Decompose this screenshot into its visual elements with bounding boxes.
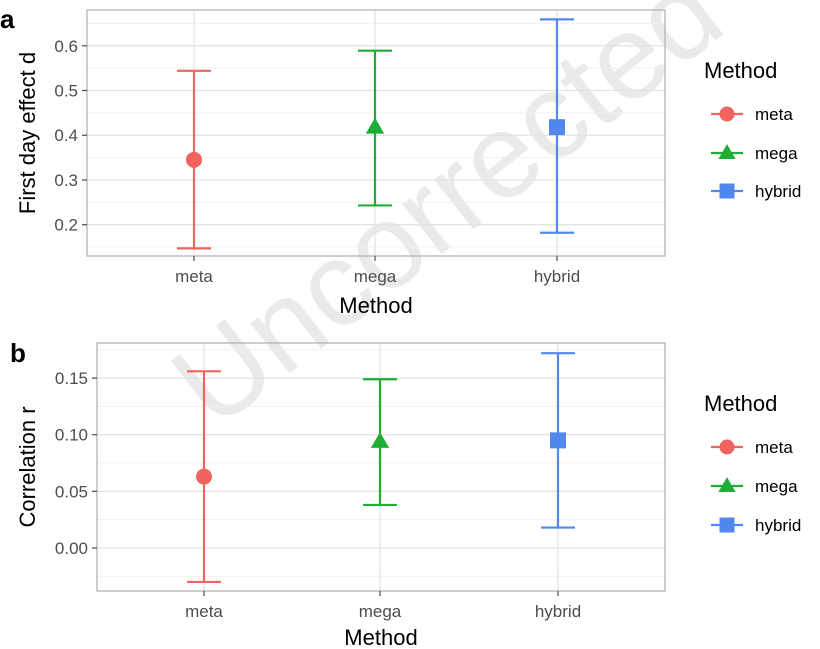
legend-label-meta: meta [755,105,793,124]
x-tick-label: mega [354,267,397,286]
legend-label-hybrid: hybrid [755,182,801,201]
legend-marker-hybrid [719,183,735,199]
legend-label-mega: mega [755,144,798,163]
y-tick-label: 0.5 [54,82,78,101]
point-meta [186,151,202,168]
y-tick-label: 0.3 [54,171,78,190]
legend-label-mega: mega [755,477,798,496]
legend-title: Method [704,391,777,416]
x-tick-label: meta [185,602,223,621]
point-meta [196,468,212,485]
legend-marker-mega [718,144,736,159]
y-tick-label: 0.10 [55,426,88,445]
panel-border [86,9,666,257]
legend-marker-meta [719,439,735,455]
legend-label-meta: meta [755,438,793,457]
point-hybrid [550,432,566,449]
y-tick-label: 0.00 [55,539,88,558]
legend-marker-meta [719,106,735,122]
y-tick-label: 0.6 [54,37,78,56]
panel-b: 0.00 0.05 0.10 0.15 meta mega hybrid Method Corr… [10,338,801,649]
x-axis-title: Method [339,293,412,318]
y-tick-label: 0.15 [55,369,88,388]
legend-label-hybrid: hybrid [755,516,801,535]
x-tick-label: meta [175,267,213,286]
point-mega [365,117,385,134]
y-axis-title: Correlation r [15,406,40,527]
legend-marker-mega [718,477,736,492]
y-tick-label: 0.2 [54,216,78,235]
x-axis-title: Method [344,625,417,649]
panel-a: 0.2 0.3 0.4 0.5 0.6 meta mega hybrid Method First… [0,4,801,318]
x-tick-label: hybrid [534,267,580,286]
point-hybrid [549,119,565,136]
x-tick-label: hybrid [535,602,581,621]
panel-letter: a [0,4,15,34]
legend-marker-hybrid [719,517,735,533]
x-tick-label: mega [359,602,402,621]
panel-letter: b [10,338,26,368]
y-axis-title: First day effect d [15,52,40,214]
chart-panels: 0.2 0.3 0.4 0.5 0.6 meta mega hybrid Method First… [0,4,801,649]
y-tick-label: 0.4 [54,126,78,145]
y-tick-label: 0.05 [55,482,88,501]
legend-title: Method [704,58,777,83]
panel-border [96,342,666,592]
point-mega [370,432,390,448]
